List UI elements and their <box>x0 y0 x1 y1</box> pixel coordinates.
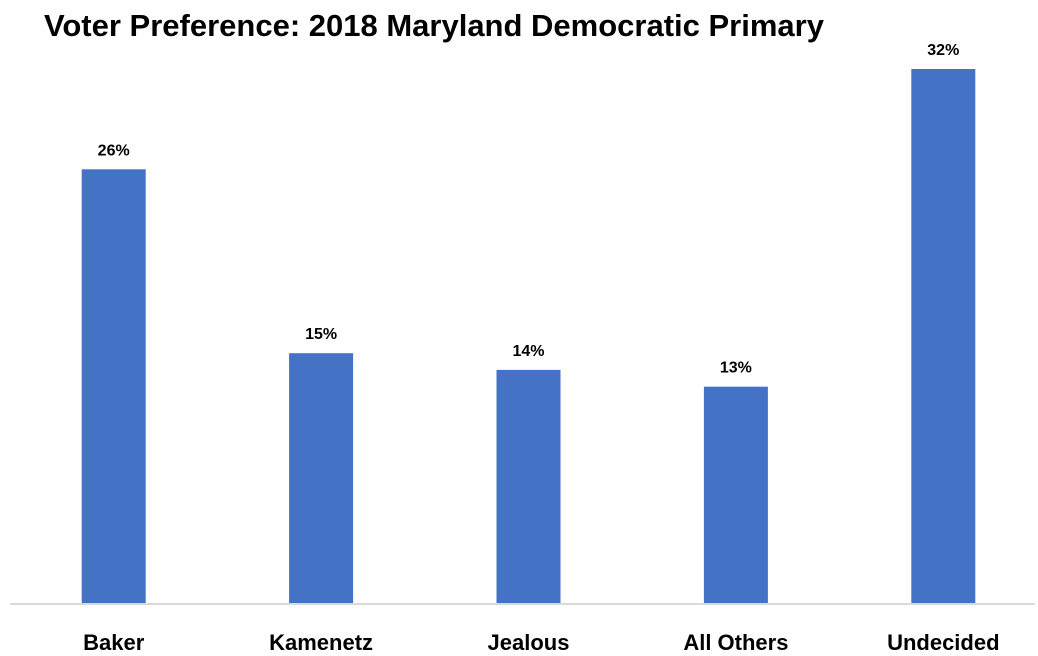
x-axis-ticks: Baker Kamenetz Jealous All Others Undecided <box>83 630 999 655</box>
data-label-kamenetz: 15% <box>305 326 337 343</box>
tick-label-undecided: Undecided <box>887 630 999 655</box>
data-label-all-others: 13% <box>720 360 752 377</box>
tick-label-kamenetz: Kamenetz <box>269 630 373 655</box>
bar-all-others <box>703 386 768 604</box>
chart-title: Voter Preference: 2018 Maryland Democrat… <box>44 8 825 43</box>
bar-undecided <box>911 69 976 604</box>
bar-baker <box>81 169 146 605</box>
data-label-jealous: 14% <box>512 343 544 360</box>
bars-group: 26% 15% 14% 13% 32% <box>81 42 976 605</box>
tick-label-all-others: All Others <box>683 630 788 655</box>
tick-label-baker: Baker <box>83 630 145 655</box>
data-label-baker: 26% <box>98 142 130 159</box>
bar-jealous <box>496 369 561 604</box>
tick-label-jealous: Jealous <box>488 630 570 655</box>
data-label-undecided: 32% <box>927 42 959 59</box>
bar-kamenetz <box>289 353 354 604</box>
